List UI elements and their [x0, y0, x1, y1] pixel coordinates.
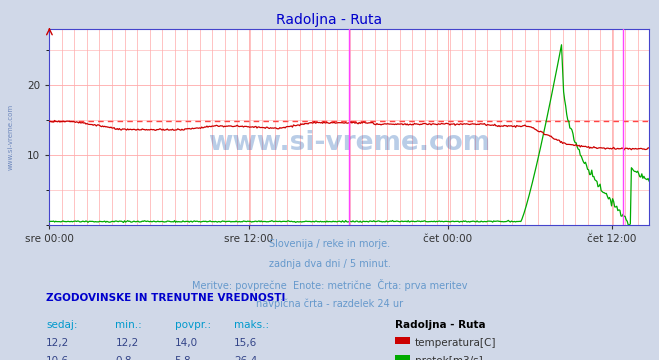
- Text: zadnja dva dni / 5 minut.: zadnja dva dni / 5 minut.: [269, 259, 390, 269]
- Text: 0,8: 0,8: [115, 356, 132, 360]
- Text: Radoljna - Ruta: Radoljna - Ruta: [276, 13, 383, 27]
- Text: povpr.:: povpr.:: [175, 320, 211, 330]
- Text: pretok[m3/s]: pretok[m3/s]: [415, 356, 483, 360]
- Text: ZGODOVINSKE IN TRENUTNE VREDNOSTI: ZGODOVINSKE IN TRENUTNE VREDNOSTI: [46, 293, 285, 303]
- Text: 14,0: 14,0: [175, 338, 198, 348]
- Text: www.si-vreme.com: www.si-vreme.com: [8, 104, 14, 170]
- Text: temperatura[C]: temperatura[C]: [415, 338, 497, 348]
- Text: Radoljna - Ruta: Radoljna - Ruta: [395, 320, 486, 330]
- Text: min.:: min.:: [115, 320, 142, 330]
- Text: navpična črta - razdelek 24 ur: navpična črta - razdelek 24 ur: [256, 299, 403, 309]
- Text: maks.:: maks.:: [234, 320, 269, 330]
- Text: www.si-vreme.com: www.si-vreme.com: [208, 130, 490, 156]
- Text: 10,6: 10,6: [46, 356, 69, 360]
- Text: 12,2: 12,2: [115, 338, 138, 348]
- Text: Meritve: povprečne  Enote: metrične  Črta: prva meritev: Meritve: povprečne Enote: metrične Črta:…: [192, 279, 467, 291]
- Text: sedaj:: sedaj:: [46, 320, 78, 330]
- Text: 5,8: 5,8: [175, 356, 191, 360]
- Text: 15,6: 15,6: [234, 338, 257, 348]
- Text: Slovenija / reke in morje.: Slovenija / reke in morje.: [269, 239, 390, 249]
- Text: 12,2: 12,2: [46, 338, 69, 348]
- Text: 26,4: 26,4: [234, 356, 257, 360]
